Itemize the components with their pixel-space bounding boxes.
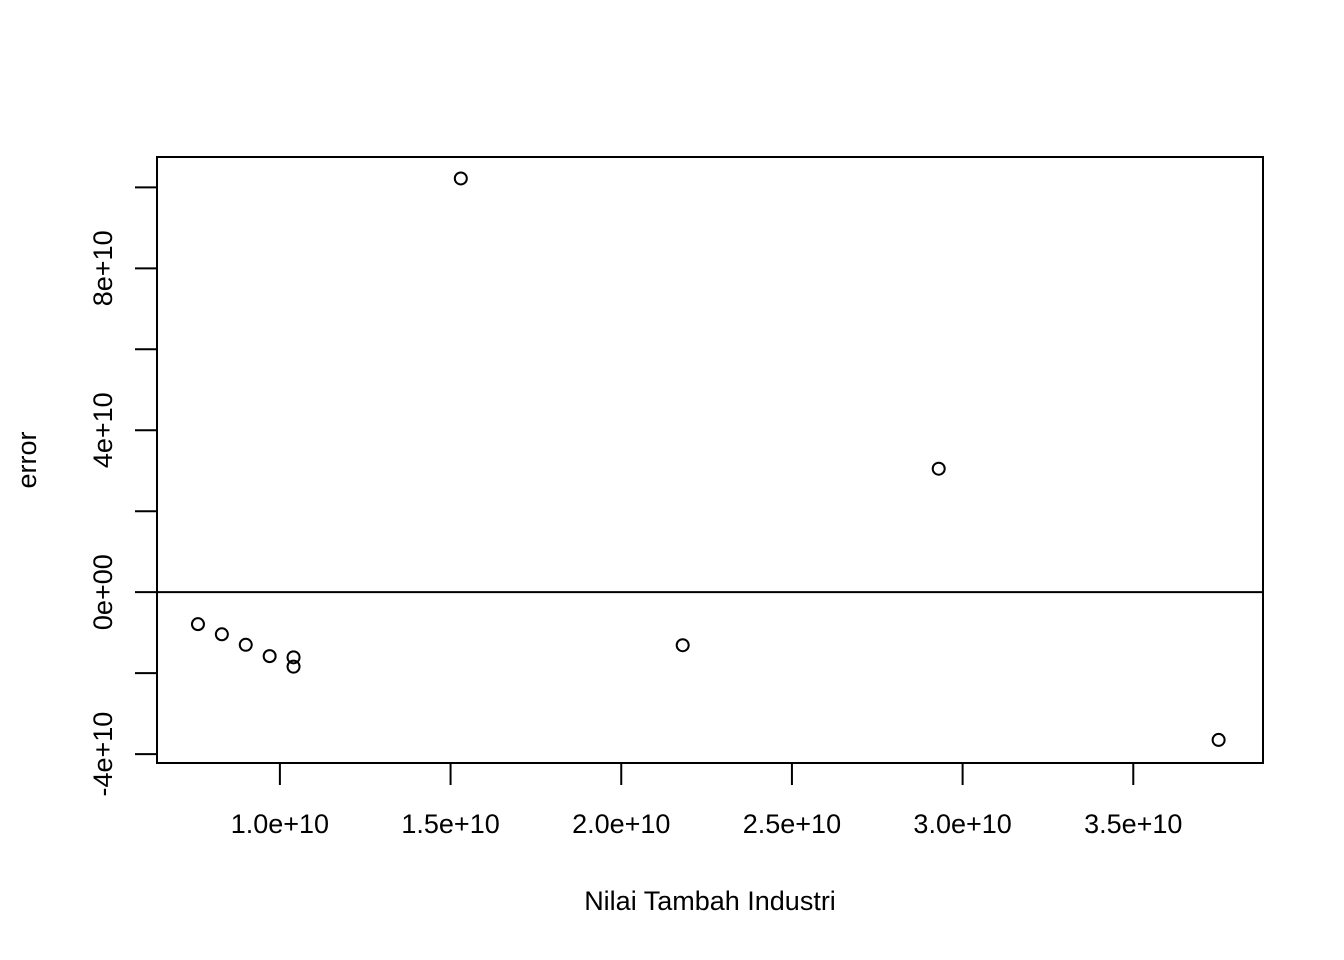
y-tick-label: 4e+10 (88, 392, 118, 468)
data-point (1211, 732, 1226, 747)
data-point (675, 638, 690, 653)
x-tick-label: 3.0e+10 (913, 809, 1011, 839)
data-points (190, 171, 1226, 747)
y-axis-title: error (12, 431, 42, 488)
x-tick-label: 2.5e+10 (743, 809, 841, 839)
y-tick-label: 8e+10 (88, 230, 118, 306)
data-point (214, 627, 229, 642)
data-point (286, 659, 301, 674)
data-point (190, 617, 205, 632)
y-tick-label: -4e+10 (88, 712, 118, 797)
data-point (238, 637, 253, 652)
data-point (931, 461, 946, 476)
y-axis: -4e+10 0e+00 4e+10 8e+10 (88, 186, 158, 797)
x-tick-label: 1.0e+10 (231, 809, 329, 839)
y-tick-label: 0e+00 (88, 554, 118, 630)
data-point (453, 171, 468, 186)
x-tick-label: 3.5e+10 (1084, 809, 1182, 839)
data-point (262, 649, 277, 664)
x-tick-label: 1.5e+10 (401, 809, 499, 839)
x-axis: 1.0e+10 1.5e+10 2.0e+10 2.5e+10 3.0e+10 3.5e+… (231, 762, 1182, 839)
x-tick-label: 2.0e+10 (572, 809, 670, 839)
data-point (286, 650, 301, 665)
x-axis-title: Nilai Tambah Industri (584, 886, 836, 916)
plot-box (156, 156, 1264, 764)
